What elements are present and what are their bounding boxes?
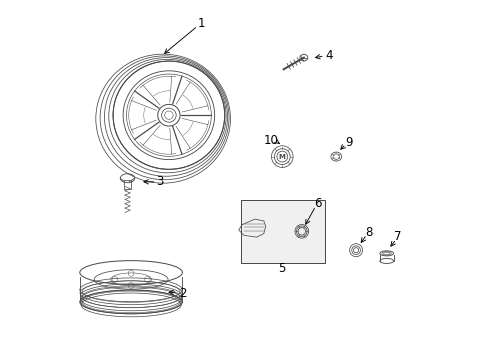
Text: 2: 2: [179, 287, 187, 300]
Text: 9: 9: [345, 136, 352, 149]
Text: 7: 7: [393, 230, 401, 243]
Text: 5: 5: [278, 262, 285, 275]
Bar: [123, 180, 131, 189]
Text: 10: 10: [263, 134, 278, 147]
FancyBboxPatch shape: [241, 200, 325, 263]
Text: 3: 3: [156, 175, 163, 188]
Text: 6: 6: [314, 197, 322, 210]
Text: 4: 4: [325, 49, 332, 62]
Text: M: M: [278, 154, 285, 159]
Text: 8: 8: [364, 226, 372, 239]
Text: 1: 1: [197, 17, 204, 30]
